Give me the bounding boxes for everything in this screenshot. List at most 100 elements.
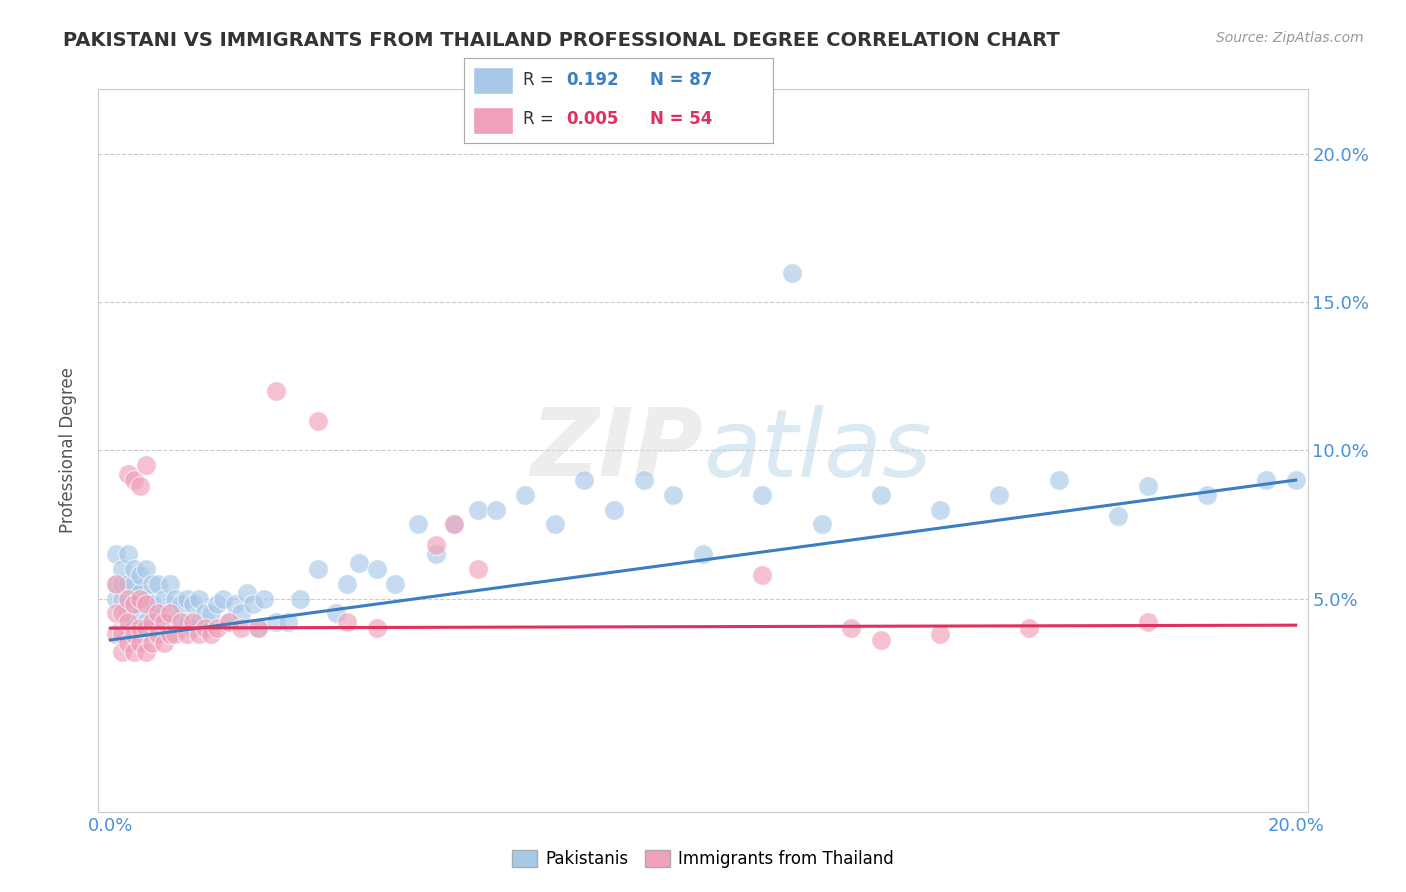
Point [1047, 473, 1070, 487]
Point [1136, 479, 1159, 493]
Point [146, 627, 169, 641]
Point [205, 598, 228, 612]
Point [205, 621, 228, 635]
Point [117, 547, 139, 561]
Point [105, 576, 128, 591]
FancyBboxPatch shape [474, 107, 513, 134]
Point [662, 488, 685, 502]
Point [141, 576, 163, 591]
Point [366, 621, 388, 635]
Point [188, 615, 211, 630]
Point [146, 627, 169, 641]
Point [347, 556, 370, 570]
Point [443, 517, 465, 532]
Point [146, 607, 169, 621]
Point [117, 636, 139, 650]
Point [159, 576, 181, 591]
Point [122, 576, 145, 591]
Point [188, 591, 211, 606]
Point [176, 627, 198, 641]
Text: PAKISTANI VS IMMIGRANTS FROM THAILAND PROFESSIONAL DEGREE CORRELATION CHART: PAKISTANI VS IMMIGRANTS FROM THAILAND PR… [63, 31, 1060, 50]
Point [467, 562, 489, 576]
Point [1254, 473, 1277, 487]
Text: Source: ZipAtlas.com: Source: ZipAtlas.com [1216, 31, 1364, 45]
Point [122, 473, 145, 487]
Point [929, 627, 952, 641]
Point [1136, 615, 1159, 630]
Point [159, 627, 181, 641]
Point [105, 576, 128, 591]
Point [146, 607, 169, 621]
Point [1195, 488, 1218, 502]
Point [129, 479, 152, 493]
Point [1285, 473, 1308, 487]
Point [141, 621, 163, 635]
Point [105, 547, 128, 561]
Point [170, 598, 193, 612]
Point [194, 607, 217, 621]
Text: R =: R = [523, 110, 558, 128]
Point [141, 636, 163, 650]
Point [247, 621, 270, 635]
Point [170, 615, 193, 630]
Point [692, 547, 714, 561]
Text: ZIP: ZIP [530, 404, 703, 497]
Text: 0.192: 0.192 [567, 71, 619, 89]
Point [129, 621, 152, 635]
Point [170, 621, 193, 635]
Point [443, 517, 465, 532]
Point [325, 607, 347, 621]
Point [218, 615, 240, 630]
Point [467, 502, 489, 516]
Point [152, 591, 174, 606]
Point [135, 598, 157, 612]
Point [111, 591, 134, 606]
Point [869, 488, 891, 502]
FancyBboxPatch shape [474, 67, 513, 95]
Point [117, 607, 139, 621]
Point [1107, 508, 1129, 523]
Point [603, 502, 626, 516]
Point [165, 591, 187, 606]
Point [200, 607, 222, 621]
Point [159, 627, 181, 641]
Point [200, 627, 222, 641]
Point [111, 576, 134, 591]
Point [129, 607, 152, 621]
Point [135, 621, 157, 635]
Point [574, 473, 596, 487]
Point [869, 632, 891, 647]
Point [117, 615, 139, 630]
Point [135, 562, 157, 576]
Point [159, 607, 181, 621]
Point [117, 576, 139, 591]
Point [484, 502, 506, 516]
Point [336, 615, 359, 630]
Point [111, 621, 134, 635]
Point [117, 467, 139, 482]
Point [117, 591, 139, 606]
Point [780, 266, 803, 280]
Point [218, 615, 240, 630]
Point [117, 621, 139, 635]
Point [633, 473, 655, 487]
Point [105, 627, 128, 641]
Legend: Pakistanis, Immigrants from Thailand: Pakistanis, Immigrants from Thailand [505, 843, 901, 875]
Text: 0.005: 0.005 [567, 110, 619, 128]
Point [408, 517, 430, 532]
Point [181, 615, 204, 630]
Point [181, 621, 204, 635]
Point [235, 585, 257, 599]
Point [384, 576, 406, 591]
Point [122, 598, 145, 612]
Point [122, 627, 145, 641]
Point [751, 488, 773, 502]
Point [229, 621, 252, 635]
Point [105, 607, 128, 621]
Point [366, 562, 388, 576]
Point [253, 591, 276, 606]
Point [224, 598, 246, 612]
Point [176, 615, 198, 630]
Point [129, 636, 152, 650]
Point [988, 488, 1011, 502]
